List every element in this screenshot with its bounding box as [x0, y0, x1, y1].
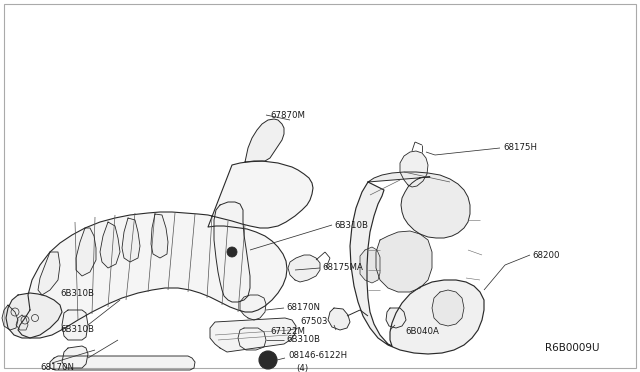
Polygon shape	[368, 172, 470, 238]
Polygon shape	[238, 328, 266, 350]
Text: 08146-6122H: 08146-6122H	[288, 352, 347, 360]
Text: 68175H: 68175H	[503, 144, 537, 153]
Polygon shape	[38, 252, 60, 295]
Text: (4): (4)	[296, 363, 308, 372]
Polygon shape	[360, 247, 380, 283]
Polygon shape	[328, 308, 350, 330]
Text: 68170N: 68170N	[40, 363, 74, 372]
Polygon shape	[2, 305, 18, 330]
Polygon shape	[214, 202, 250, 302]
Text: 6B310B: 6B310B	[60, 289, 94, 298]
Polygon shape	[76, 228, 96, 276]
Text: 3: 3	[266, 356, 271, 365]
Text: 67503: 67503	[300, 317, 328, 327]
Polygon shape	[122, 218, 140, 262]
Polygon shape	[100, 222, 120, 268]
Circle shape	[259, 351, 277, 369]
Text: 68200: 68200	[532, 250, 559, 260]
Polygon shape	[376, 231, 432, 292]
Polygon shape	[62, 346, 88, 368]
Polygon shape	[18, 161, 313, 338]
Text: R6B0009U: R6B0009U	[545, 343, 600, 353]
Text: 67122M: 67122M	[270, 327, 305, 337]
Polygon shape	[386, 308, 406, 328]
Text: 6B310B: 6B310B	[334, 221, 368, 230]
Text: 67870M: 67870M	[270, 110, 305, 119]
Polygon shape	[151, 214, 168, 258]
Polygon shape	[400, 151, 428, 187]
Text: 68175MA: 68175MA	[322, 263, 363, 273]
Text: 6B040A: 6B040A	[405, 327, 439, 337]
Polygon shape	[245, 119, 284, 162]
Polygon shape	[6, 293, 62, 338]
Polygon shape	[16, 315, 28, 330]
Text: 68170N: 68170N	[286, 304, 320, 312]
Polygon shape	[240, 295, 266, 320]
Polygon shape	[50, 356, 195, 370]
Polygon shape	[288, 255, 320, 282]
Polygon shape	[432, 290, 464, 326]
Text: 6B310B: 6B310B	[60, 326, 94, 334]
Polygon shape	[210, 318, 296, 352]
Text: 6B310B: 6B310B	[286, 336, 320, 344]
Polygon shape	[350, 182, 484, 354]
Polygon shape	[62, 310, 88, 340]
Circle shape	[227, 247, 237, 257]
